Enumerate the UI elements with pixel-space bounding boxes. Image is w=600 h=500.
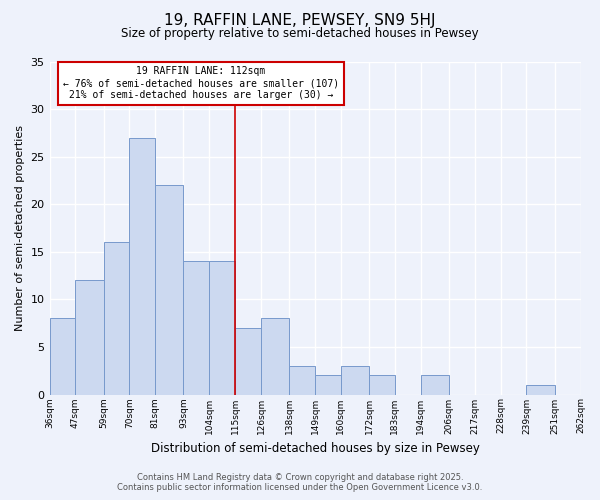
Bar bbox=[184, 262, 209, 394]
Bar bbox=[155, 185, 184, 394]
Bar bbox=[261, 318, 289, 394]
Text: 19, RAFFIN LANE, PEWSEY, SN9 5HJ: 19, RAFFIN LANE, PEWSEY, SN9 5HJ bbox=[164, 12, 436, 28]
Bar bbox=[209, 262, 235, 394]
X-axis label: Distribution of semi-detached houses by size in Pewsey: Distribution of semi-detached houses by … bbox=[151, 442, 479, 455]
Bar bbox=[235, 328, 261, 394]
Bar bbox=[76, 280, 104, 394]
Text: 19 RAFFIN LANE: 112sqm
← 76% of semi-detached houses are smaller (107)
21% of se: 19 RAFFIN LANE: 112sqm ← 76% of semi-det… bbox=[63, 66, 339, 100]
Text: Contains HM Land Registry data © Crown copyright and database right 2025.
Contai: Contains HM Land Registry data © Crown c… bbox=[118, 473, 482, 492]
Text: Size of property relative to semi-detached houses in Pewsey: Size of property relative to semi-detach… bbox=[121, 28, 479, 40]
Bar bbox=[130, 138, 155, 394]
Bar bbox=[315, 376, 341, 394]
Y-axis label: Number of semi-detached properties: Number of semi-detached properties bbox=[15, 125, 25, 331]
Bar bbox=[526, 385, 554, 394]
Bar bbox=[421, 376, 449, 394]
Bar bbox=[289, 366, 315, 394]
Bar bbox=[104, 242, 130, 394]
Bar bbox=[50, 318, 76, 394]
Bar bbox=[341, 366, 369, 394]
Bar bbox=[369, 376, 395, 394]
